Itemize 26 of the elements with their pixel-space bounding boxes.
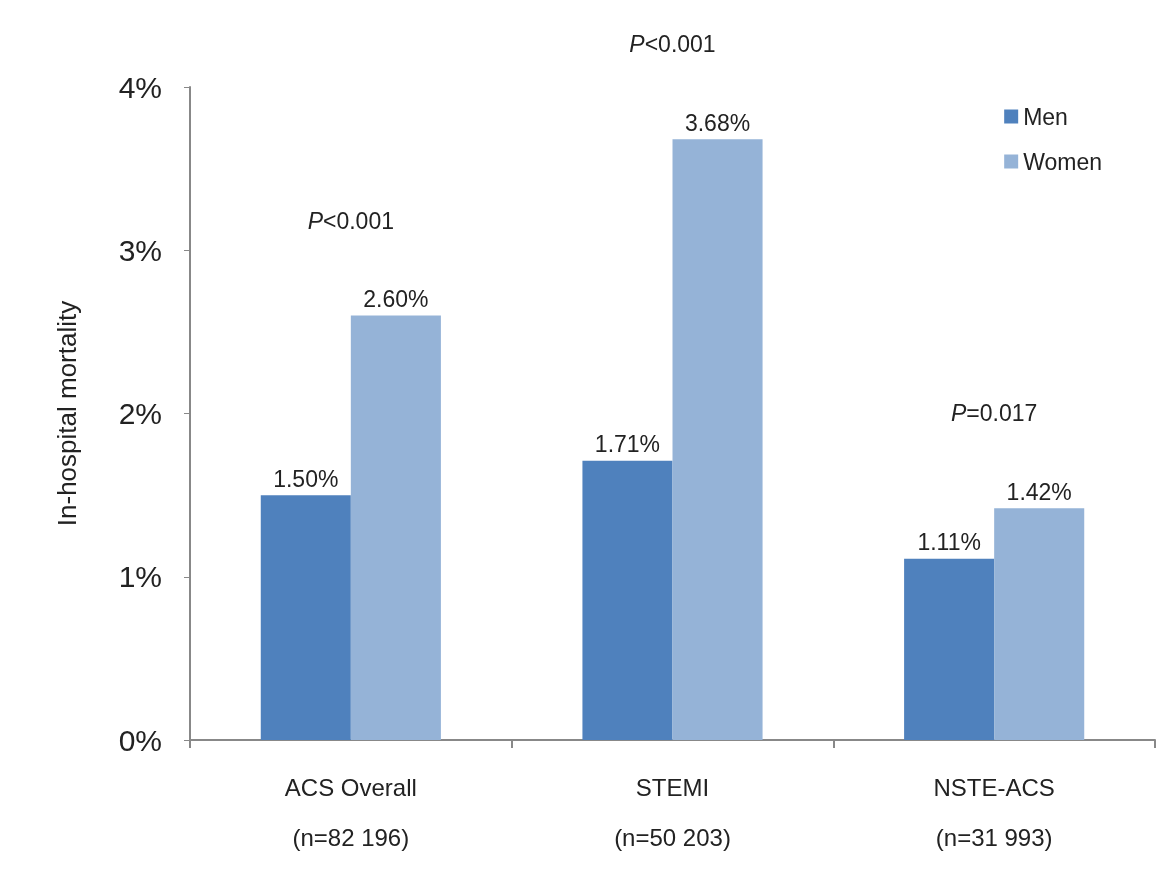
bar: [582, 460, 673, 740]
data-label: 1.11%: [917, 529, 981, 556]
y-tick-label: 4%: [118, 70, 162, 104]
bar: [904, 558, 995, 740]
text: P<0.001: [629, 31, 716, 58]
legend-label: Women: [1023, 148, 1102, 175]
y-tick-label: 1%: [118, 560, 162, 594]
bar: [994, 508, 1085, 740]
x-tick-label: NSTE-ACS (n=31 993): [933, 773, 1055, 851]
data-label: 3.68%: [684, 109, 751, 136]
annotation: P=0.017: [951, 400, 1038, 427]
y-tick-label: 0%: [118, 723, 162, 757]
data-label: 1.42%: [1006, 478, 1072, 505]
x-tick-label: STEMI (n=50 203): [614, 773, 731, 851]
bar: [260, 495, 351, 740]
data-label: 1.50%: [273, 465, 339, 492]
data-label: 2.60%: [363, 286, 429, 313]
annotation: P<0.001: [307, 207, 394, 234]
bar: [350, 315, 441, 740]
bar: [672, 139, 763, 740]
x-tick-label: ACS Overall (n=82 196): [284, 773, 417, 851]
y-axis-title: In-hospital mortality: [52, 300, 82, 527]
legend-label: Men: [1023, 103, 1068, 130]
data-label: 1.71%: [594, 431, 661, 458]
y-tick-label: 2%: [118, 397, 162, 430]
y-tick-label: 3%: [118, 233, 162, 267]
